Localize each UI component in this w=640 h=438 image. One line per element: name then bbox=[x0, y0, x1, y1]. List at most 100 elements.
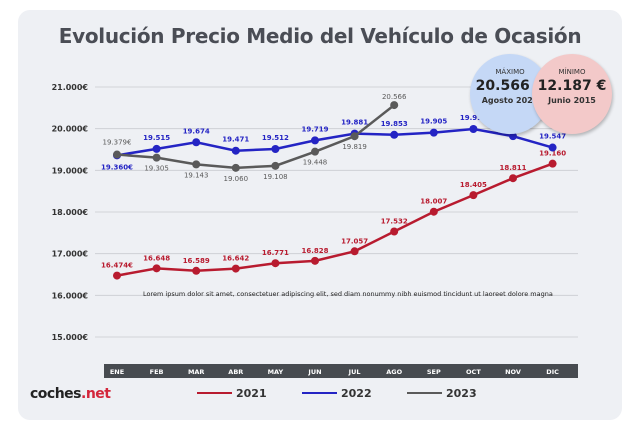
data-point-2023 bbox=[271, 161, 280, 170]
x-tick-label: JUN bbox=[307, 368, 321, 376]
data-point-2023 bbox=[350, 132, 359, 141]
data-point-2023 bbox=[192, 160, 201, 169]
data-point-2023 bbox=[231, 163, 240, 172]
data-point-2021 bbox=[350, 247, 359, 256]
data-label-2021: 19.160 bbox=[539, 150, 566, 158]
data-point-2022 bbox=[390, 130, 399, 139]
min-value: 12.187 € bbox=[537, 78, 607, 94]
data-point-2022 bbox=[311, 136, 319, 145]
month-axis-bar bbox=[104, 364, 578, 378]
legend-label-2022: 2022 bbox=[341, 387, 372, 400]
x-tick-label: MAY bbox=[268, 368, 284, 376]
data-point-2021 bbox=[152, 264, 161, 273]
x-tick-label: JUL bbox=[348, 368, 361, 376]
x-tick-label: NOV bbox=[505, 368, 521, 376]
data-label-2022: 19.512 bbox=[262, 134, 289, 142]
data-point-2022 bbox=[509, 132, 517, 141]
data-label-2022: 19.674 bbox=[183, 127, 210, 135]
x-tick-label: DIC bbox=[546, 368, 559, 376]
annotation: Lorem ipsum dolor sit amet, consectetuer… bbox=[143, 290, 553, 298]
logo-text: coches bbox=[30, 386, 82, 402]
data-label-2022: 19.515 bbox=[143, 134, 170, 142]
data-point-2023 bbox=[390, 101, 399, 110]
data-point-2022 bbox=[152, 144, 161, 153]
series-line-2021 bbox=[116, 162, 554, 277]
data-point-2023 bbox=[113, 150, 121, 159]
y-tick-label: 18.000€ bbox=[52, 208, 89, 217]
data-point-2023 bbox=[152, 153, 161, 162]
min-bubble: MÍNIMO 12.187 € Junio 2015 bbox=[532, 54, 612, 134]
data-label-2022: 19.881 bbox=[341, 119, 368, 127]
data-point-2022 bbox=[429, 128, 438, 137]
legend-label-2023: 2023 bbox=[446, 387, 477, 400]
series-line-2022 bbox=[116, 127, 553, 157]
data-label-2023: 19.819 bbox=[342, 143, 367, 151]
max-value: 20.566 € bbox=[475, 78, 545, 94]
min-date: Junio 2015 bbox=[548, 96, 596, 105]
data-point-2022 bbox=[192, 138, 201, 147]
data-label-2021: 16.828 bbox=[301, 247, 328, 255]
data-label-2023: 19.448 bbox=[303, 159, 328, 167]
cochesnet-logo: coches.net bbox=[30, 386, 111, 402]
legend-label-2021: 2021 bbox=[236, 387, 267, 400]
y-tick-label: 16.000€ bbox=[52, 291, 89, 300]
data-label-2022: 19.719 bbox=[301, 125, 328, 133]
data-label-2023: 19.379€ bbox=[103, 139, 132, 147]
data-label-2022: 19.360€ bbox=[101, 163, 133, 171]
data-label-2021: 18.007 bbox=[420, 198, 447, 206]
y-tick-label: 15.000€ bbox=[52, 333, 89, 342]
data-point-2022 bbox=[231, 146, 240, 155]
data-label-2021: 16.589 bbox=[183, 257, 210, 265]
x-tick-label: OCT bbox=[466, 368, 481, 376]
data-point-2021 bbox=[469, 191, 478, 200]
data-point-2022 bbox=[548, 143, 557, 152]
chart-title: Evolución Precio Medio del Vehículo de O… bbox=[58, 24, 582, 48]
data-label-2023: 19.305 bbox=[144, 165, 169, 173]
max-date: Agosto 2023 bbox=[481, 96, 539, 105]
data-label-2021: 17.057 bbox=[341, 237, 368, 245]
y-tick-label: 19.000€ bbox=[52, 166, 89, 175]
max-label: MÁXIMO bbox=[495, 68, 525, 76]
x-tick-label: ABR bbox=[228, 368, 243, 376]
x-tick-label: SEP bbox=[427, 368, 441, 376]
data-label-2023: 19.143 bbox=[184, 171, 209, 179]
y-tick-label: 17.000€ bbox=[52, 250, 89, 259]
data-point-2021 bbox=[271, 259, 280, 268]
data-label-2022: 19.547 bbox=[539, 133, 566, 141]
data-point-2021 bbox=[231, 264, 240, 273]
data-point-2021 bbox=[429, 207, 438, 216]
series-line-2023 bbox=[116, 104, 395, 170]
data-label-2021: 18.811 bbox=[499, 164, 526, 172]
data-point-2021 bbox=[192, 266, 201, 275]
data-label-2022: 19.853 bbox=[381, 120, 408, 128]
data-label-2022: 19.471 bbox=[222, 136, 249, 144]
data-label-2021: 16.642 bbox=[222, 255, 249, 263]
data-point-2021 bbox=[548, 159, 557, 168]
data-label-2023: 19.060 bbox=[224, 175, 249, 183]
data-label-2021: 16.771 bbox=[262, 249, 289, 257]
data-label-2023: 19.108 bbox=[263, 173, 288, 181]
x-tick-label: MAR bbox=[188, 368, 205, 376]
data-label-2021: 16.474€ bbox=[101, 262, 133, 270]
min-label: MÍNIMO bbox=[558, 68, 586, 76]
data-label-2023: 20.566 bbox=[382, 93, 407, 101]
y-tick-label: 20.000€ bbox=[52, 125, 89, 134]
y-tick-label: 21.000€ bbox=[52, 83, 89, 92]
data-label-2021: 17.532 bbox=[381, 218, 408, 226]
data-point-2021 bbox=[113, 271, 121, 280]
data-point-2022 bbox=[469, 125, 478, 133]
data-label-2022: 19.905 bbox=[420, 118, 447, 126]
data-point-2021 bbox=[509, 174, 517, 183]
data-point-2022 bbox=[271, 145, 280, 153]
data-point-2021 bbox=[390, 227, 399, 236]
data-point-2023 bbox=[311, 147, 319, 156]
data-label-2021: 16.648 bbox=[143, 254, 170, 262]
data-label-2022: 19.992 bbox=[460, 114, 487, 122]
data-point-2021 bbox=[311, 256, 319, 265]
logo-text-net: .net bbox=[81, 386, 111, 402]
x-tick-label: ENE bbox=[110, 368, 124, 376]
x-tick-label: AGO bbox=[386, 368, 402, 376]
data-label-2021: 18.405 bbox=[460, 181, 487, 189]
x-tick-label: FEB bbox=[150, 368, 164, 376]
